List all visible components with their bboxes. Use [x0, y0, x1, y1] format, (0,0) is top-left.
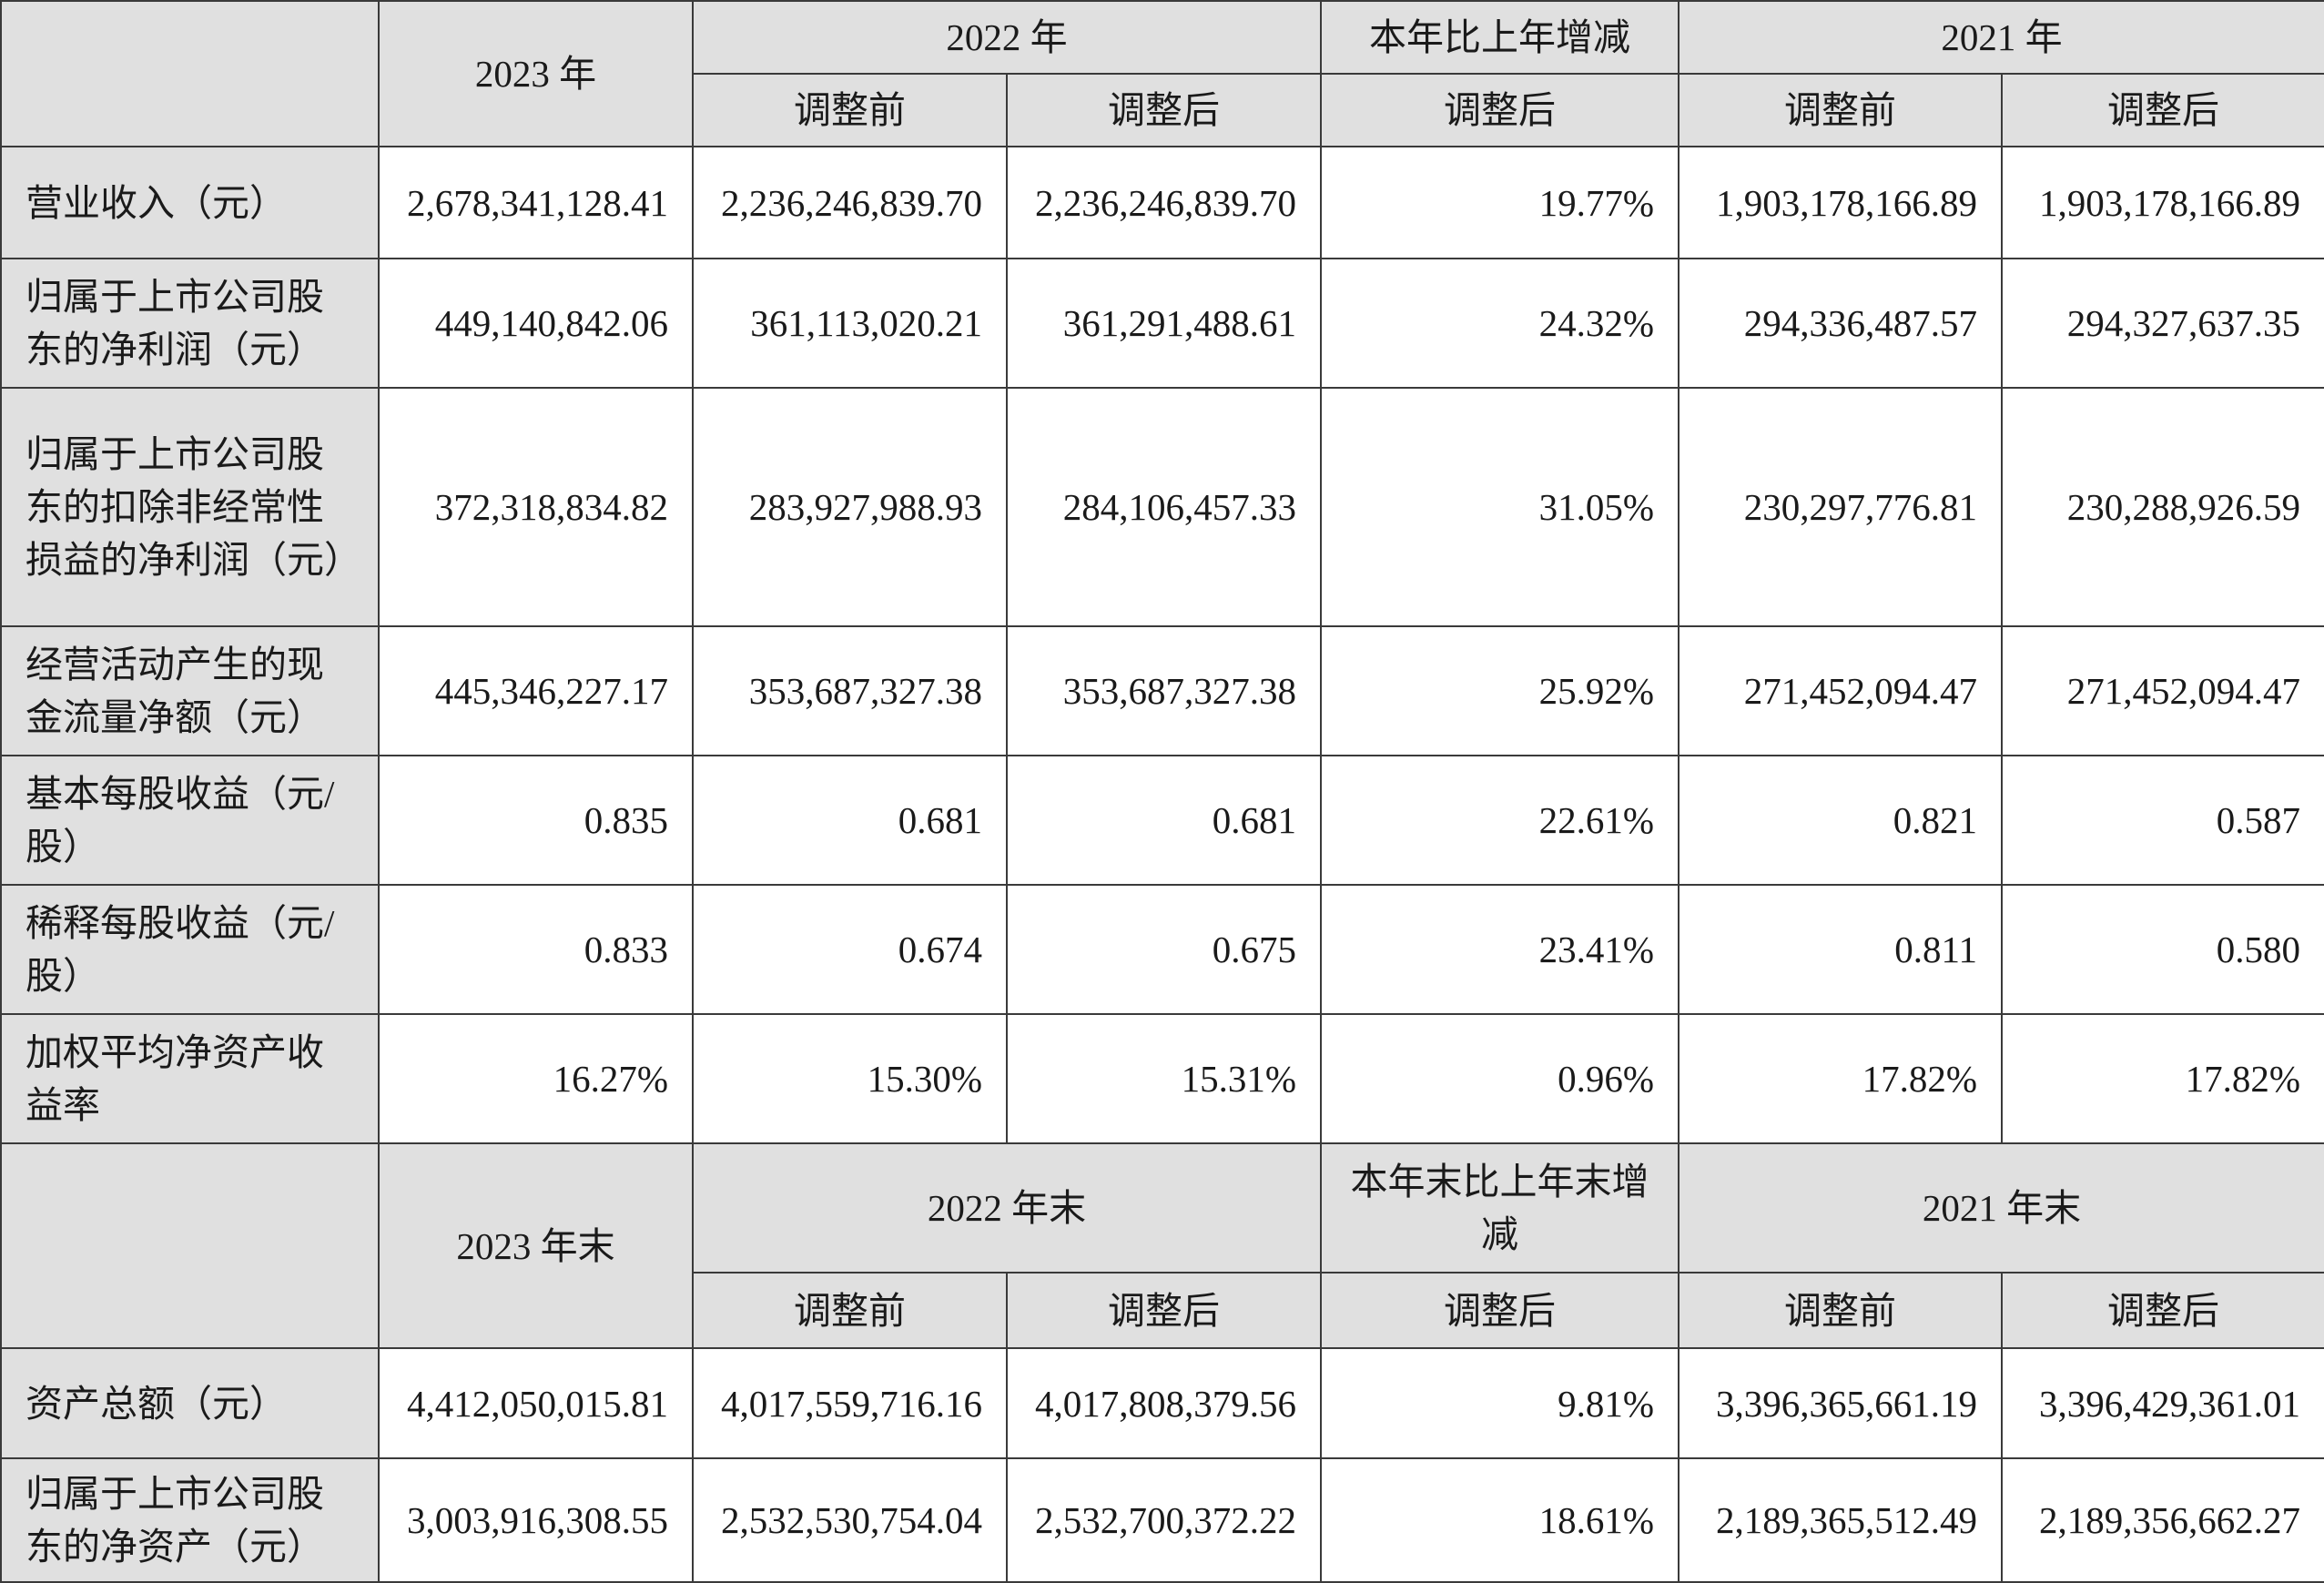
table-row: 营业收入（元） 2,678,341,128.41 2,236,246,839.7… — [0, 146, 2324, 259]
value-2022-before: 4,017,559,716.16 — [692, 1347, 1008, 1459]
header-change-after: 调整后 — [1320, 73, 1680, 147]
table-row: 经营活动产生的现金流量净额（元） 445,346,227.17 353,687,… — [0, 625, 2324, 756]
header-corner-cell — [0, 1142, 380, 1349]
header-row-2a: 2023 年末 2022 年末 本年末比上年末增减 2021 年末 — [0, 1142, 2324, 1349]
header-change-end-after: 调整后 — [1320, 1272, 1680, 1349]
value-2023: 3,003,916,308.55 — [378, 1457, 694, 1583]
header-row-2b: 调整前 调整后 调整后 调整前 调整后 — [1, 1272, 2324, 1349]
value-2021-before: 0.821 — [1678, 755, 2003, 886]
header-2022: 2022 年 — [692, 0, 1322, 75]
table-row: 归属于上市公司股东的扣除非经常性损益的净利润（元） 372,318,834.82… — [0, 387, 2324, 627]
value-2023: 16.27% — [378, 1013, 694, 1144]
header-row-1b: 调整前 调整后 调整后 调整前 调整后 — [1, 73, 2324, 147]
table-row: 资产总额（元） 4,412,050,015.81 4,017,559,716.1… — [0, 1347, 2324, 1459]
value-2022-after: 0.681 — [1006, 755, 1322, 886]
value-2021-after: 1,903,178,166.89 — [2001, 146, 2324, 259]
header-change: 本年比上年增减 — [1320, 0, 1680, 75]
table-row: 基本每股收益（元/股） 0.835 0.681 0.681 22.61% 0.8… — [0, 755, 2324, 886]
header-2022-after: 调整后 — [1006, 73, 1322, 147]
value-change: 23.41% — [1320, 884, 1680, 1015]
row-label: 归属于上市公司股东的净资产（元） — [0, 1457, 380, 1583]
table-row: 归属于上市公司股东的净资产（元） 3,003,916,308.55 2,532,… — [0, 1457, 2324, 1583]
value-2023: 0.835 — [378, 755, 694, 886]
row-label: 归属于上市公司股东的扣除非经常性损益的净利润（元） — [0, 387, 380, 627]
row-label: 资产总额（元） — [0, 1347, 380, 1459]
value-2021-before: 3,396,365,661.19 — [1678, 1347, 2003, 1459]
value-change: 0.96% — [1320, 1013, 1680, 1144]
value-2023: 0.833 — [378, 884, 694, 1015]
value-2021-before: 17.82% — [1678, 1013, 2003, 1144]
table-row: 加权平均净资产收益率 16.27% 15.30% 15.31% 0.96% 17… — [0, 1013, 2324, 1144]
value-change: 24.32% — [1320, 258, 1680, 389]
value-2021-before: 294,336,487.57 — [1678, 258, 2003, 389]
value-change: 25.92% — [1320, 625, 1680, 756]
value-2022-before: 283,927,988.93 — [692, 387, 1008, 627]
value-2022-after: 4,017,808,379.56 — [1006, 1347, 1322, 1459]
value-2022-after: 2,532,700,372.22 — [1006, 1457, 1322, 1583]
value-2022-after: 284,106,457.33 — [1006, 387, 1322, 627]
value-2022-before: 0.681 — [692, 755, 1008, 886]
value-2021-before: 271,452,094.47 — [1678, 625, 2003, 756]
row-label: 经营活动产生的现金流量净额（元） — [0, 625, 380, 756]
value-2021-after: 0.580 — [2001, 884, 2324, 1015]
header-2022-end-after: 调整后 — [1006, 1272, 1322, 1349]
table-row: 稀释每股收益（元/股） 0.833 0.674 0.675 23.41% 0.8… — [0, 884, 2324, 1015]
value-2021-after: 3,396,429,361.01 — [2001, 1347, 2324, 1459]
header-change-end: 本年末比上年末增减 — [1320, 1142, 1680, 1274]
value-2021-after: 0.587 — [2001, 755, 2324, 886]
value-2022-before: 361,113,020.21 — [692, 258, 1008, 389]
value-2022-after: 361,291,488.61 — [1006, 258, 1322, 389]
row-label: 归属于上市公司股东的净利润（元） — [0, 258, 380, 389]
header-2021-end: 2021 年末 — [1678, 1142, 2324, 1274]
value-2022-before: 2,532,530,754.04 — [692, 1457, 1008, 1583]
header-2021-end-before: 调整前 — [1678, 1272, 2003, 1349]
value-2022-before: 353,687,327.38 — [692, 625, 1008, 756]
value-change: 22.61% — [1320, 755, 1680, 886]
value-2022-before: 2,236,246,839.70 — [692, 146, 1008, 259]
row-label: 加权平均净资产收益率 — [0, 1013, 380, 1144]
header-2023-end: 2023 年末 — [378, 1142, 694, 1349]
value-2023: 4,412,050,015.81 — [378, 1347, 694, 1459]
value-2021-after: 294,327,637.35 — [2001, 258, 2324, 389]
row-label: 基本每股收益（元/股） — [0, 755, 380, 886]
value-2023: 445,346,227.17 — [378, 625, 694, 756]
header-2022-end-before: 调整前 — [692, 1272, 1008, 1349]
header-2023: 2023 年 — [378, 0, 694, 147]
header-row-1a: 2023 年 2022 年 本年比上年增减 2021 年 — [0, 0, 2324, 147]
value-2021-before: 0.811 — [1678, 884, 2003, 1015]
header-2021-before: 调整前 — [1678, 73, 2003, 147]
value-change: 9.81% — [1320, 1347, 1680, 1459]
value-2022-after: 2,236,246,839.70 — [1006, 146, 1322, 259]
value-2021-before: 2,189,365,512.49 — [1678, 1457, 2003, 1583]
value-2021-before: 230,297,776.81 — [1678, 387, 2003, 627]
value-2022-after: 353,687,327.38 — [1006, 625, 1322, 756]
header-2022-before: 调整前 — [692, 73, 1008, 147]
value-2021-after: 2,189,356,662.27 — [2001, 1457, 2324, 1583]
value-2021-after: 17.82% — [2001, 1013, 2324, 1144]
value-2023: 449,140,842.06 — [378, 258, 694, 389]
value-2022-after: 0.675 — [1006, 884, 1322, 1015]
table-row: 归属于上市公司股东的净利润（元） 449,140,842.06 361,113,… — [0, 258, 2324, 389]
value-change: 18.61% — [1320, 1457, 1680, 1583]
row-label: 营业收入（元） — [0, 146, 380, 259]
row-label: 稀释每股收益（元/股） — [0, 884, 380, 1015]
header-2022-end: 2022 年末 — [692, 1142, 1322, 1274]
header-2021-after: 调整后 — [2001, 73, 2324, 147]
value-2021-after: 271,452,094.47 — [2001, 625, 2324, 756]
value-change: 19.77% — [1320, 146, 1680, 259]
value-2022-before: 15.30% — [692, 1013, 1008, 1144]
header-2021: 2021 年 — [1678, 0, 2324, 75]
value-2021-after: 230,288,926.59 — [2001, 387, 2324, 627]
value-2022-before: 0.674 — [692, 884, 1008, 1015]
header-2021-end-after: 调整后 — [2001, 1272, 2324, 1349]
value-2021-before: 1,903,178,166.89 — [1678, 146, 2003, 259]
value-2023: 2,678,341,128.41 — [378, 146, 694, 259]
value-change: 31.05% — [1320, 387, 1680, 627]
value-2023: 372,318,834.82 — [378, 387, 694, 627]
value-2022-after: 15.31% — [1006, 1013, 1322, 1144]
header-corner-cell — [0, 0, 380, 147]
